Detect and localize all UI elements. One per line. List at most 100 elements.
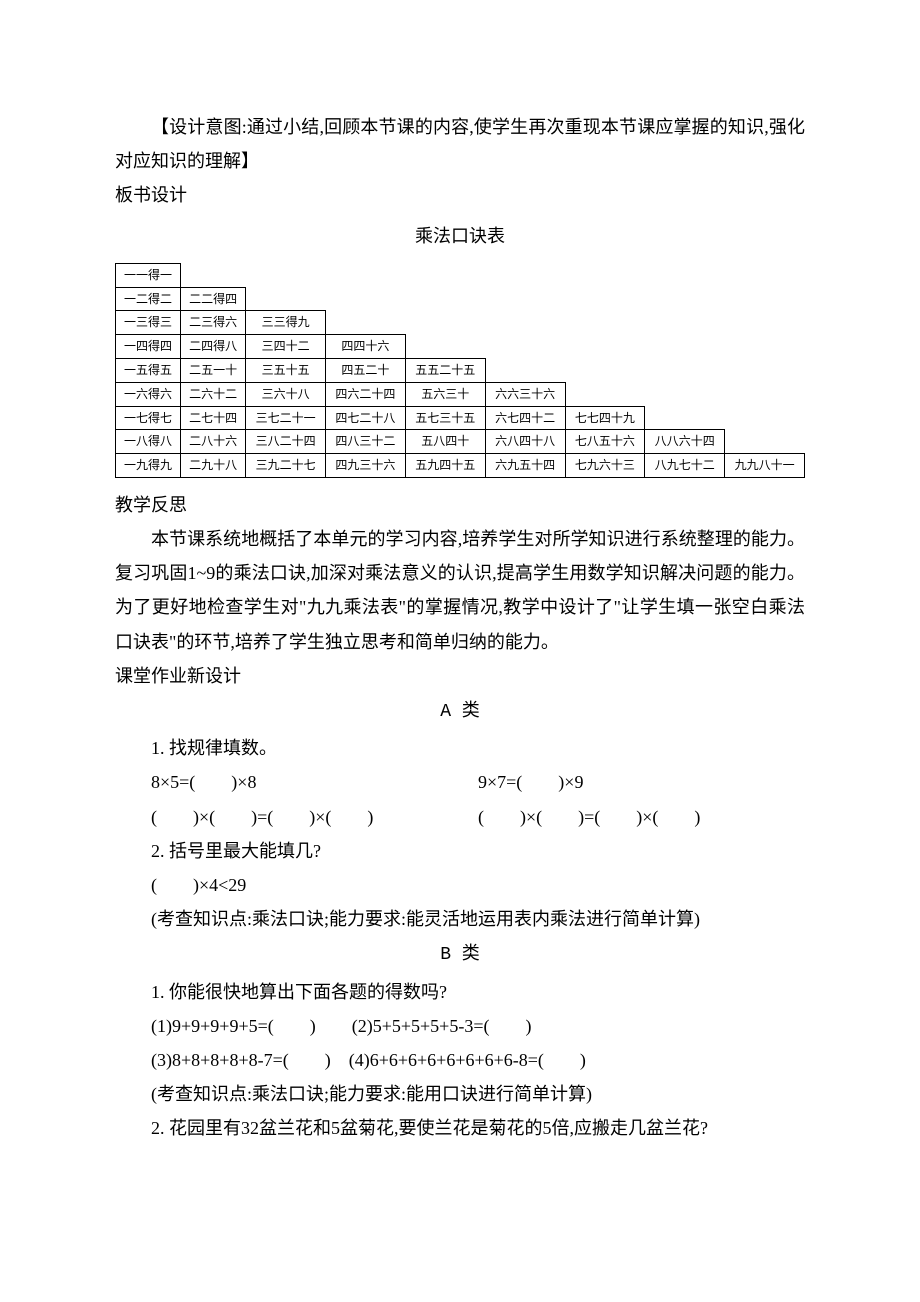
table-cell bbox=[181, 263, 246, 287]
table-cell bbox=[725, 335, 805, 359]
table-cell: 五八四十 bbox=[405, 430, 485, 454]
homework-label: 课堂作业新设计 bbox=[115, 659, 805, 693]
table-cell: 四五二十 bbox=[326, 358, 406, 382]
table-cell bbox=[725, 382, 805, 406]
b2-question: 2. 花园里有32盆兰花和5盆菊花,要使兰花是菊花的5倍,应搬走几盆兰花? bbox=[115, 1111, 805, 1145]
table-cell bbox=[485, 263, 565, 287]
a1-e2b: ( )×( )=( )×( ) bbox=[478, 800, 805, 834]
table-cell: 二九十八 bbox=[181, 454, 246, 478]
table-cell bbox=[725, 430, 805, 454]
mult-table-title: 乘法口诀表 bbox=[115, 219, 805, 253]
table-cell bbox=[326, 311, 406, 335]
table-cell bbox=[725, 358, 805, 382]
a-note: (考查知识点:乘法口诀;能力要求:能灵活地运用表内乘法进行简单计算) bbox=[115, 902, 805, 936]
design-intent-paragraph: 【设计意图:通过小结,回顾本节课的内容,使学生再次重现本节课应掌握的知识,强化对… bbox=[115, 110, 805, 178]
table-cell bbox=[645, 382, 725, 406]
table-cell: 七八五十六 bbox=[565, 430, 645, 454]
a2-question: 2. 括号里最大能填几? bbox=[115, 834, 805, 868]
table-row: 一五得五二五一十三五十五四五二十五五二十五 bbox=[116, 358, 805, 382]
table-cell: 三三得九 bbox=[246, 311, 326, 335]
table-cell bbox=[326, 287, 406, 311]
table-row: 一七得七二七十四三七二十一四七二十八五七三十五六七四十二七七四十九 bbox=[116, 406, 805, 430]
table-cell: 三六十八 bbox=[246, 382, 326, 406]
table-cell: 二三得六 bbox=[181, 311, 246, 335]
table-cell: 四九三十六 bbox=[326, 454, 406, 478]
table-cell bbox=[725, 287, 805, 311]
b1-e2: (3)8+8+8+8+8-7=( ) (4)6+6+6+6+6+6+6+6-8=… bbox=[115, 1043, 805, 1077]
table-cell: 五九四十五 bbox=[405, 454, 485, 478]
a2-expression: ( )×4<29 bbox=[115, 868, 805, 902]
table-cell bbox=[485, 335, 565, 359]
table-cell bbox=[565, 382, 645, 406]
table-cell: 三九二十七 bbox=[246, 454, 326, 478]
table-cell bbox=[246, 287, 326, 311]
table-row: 一一得一 bbox=[116, 263, 805, 287]
category-b-text: B 类 bbox=[440, 945, 480, 965]
table-cell: 一六得六 bbox=[116, 382, 181, 406]
table-cell: 三五十五 bbox=[246, 358, 326, 382]
table-cell: 八九七十二 bbox=[645, 454, 725, 478]
table-row: 一二得二二二得四 bbox=[116, 287, 805, 311]
table-cell: 四八三十二 bbox=[326, 430, 406, 454]
a1-question: 1. 找规律填数。 bbox=[115, 731, 805, 765]
table-cell bbox=[405, 335, 485, 359]
a1-row2: ( )×( )=( )×( ) ( )×( )=( )×( ) bbox=[115, 800, 805, 834]
table-cell: 五七三十五 bbox=[405, 406, 485, 430]
table-cell bbox=[485, 358, 565, 382]
table-cell: 一五得五 bbox=[116, 358, 181, 382]
table-cell: 一九得九 bbox=[116, 454, 181, 478]
a1-e2a: ( )×( )=( )×( ) bbox=[151, 800, 478, 834]
table-cell bbox=[565, 358, 645, 382]
category-a-title: A 类 bbox=[115, 695, 805, 729]
b1-question: 1. 你能很快地算出下面各题的得数吗? bbox=[115, 975, 805, 1009]
table-cell: 二五一十 bbox=[181, 358, 246, 382]
table-cell: 四七二十八 bbox=[326, 406, 406, 430]
category-b-title: B 类 bbox=[115, 938, 805, 972]
table-cell: 三四十二 bbox=[246, 335, 326, 359]
table-cell: 六八四十八 bbox=[485, 430, 565, 454]
table-cell bbox=[645, 358, 725, 382]
table-cell: 七七四十九 bbox=[565, 406, 645, 430]
table-cell bbox=[565, 335, 645, 359]
table-row: 一四得四二四得八三四十二四四十六 bbox=[116, 335, 805, 359]
table-cell bbox=[725, 406, 805, 430]
a1-e1b: 9×7=( )×9 bbox=[478, 765, 805, 799]
table-cell: 二二得四 bbox=[181, 287, 246, 311]
table-cell bbox=[645, 311, 725, 335]
table-cell: 五六三十 bbox=[405, 382, 485, 406]
table-row: 一九得九二九十八三九二十七四九三十六五九四十五六九五十四七九六十三八九七十二九九… bbox=[116, 454, 805, 478]
b1-e1: (1)9+9+9+9+5=( ) (2)5+5+5+5+5-3=( ) bbox=[115, 1009, 805, 1043]
table-cell: 四四十六 bbox=[326, 335, 406, 359]
table-cell bbox=[246, 263, 326, 287]
table-cell bbox=[565, 263, 645, 287]
table-cell: 三八二十四 bbox=[246, 430, 326, 454]
table-cell: 九九八十一 bbox=[725, 454, 805, 478]
table-cell: 七九六十三 bbox=[565, 454, 645, 478]
reflection-label: 教学反思 bbox=[115, 488, 805, 522]
table-cell: 一八得八 bbox=[116, 430, 181, 454]
table-cell bbox=[645, 263, 725, 287]
table-row: 一三得三二三得六三三得九 bbox=[116, 311, 805, 335]
table-cell bbox=[565, 287, 645, 311]
multiplication-table-wrap: 一一得一一二得二二二得四一三得三二三得六三三得九一四得四二四得八三四十二四四十六… bbox=[115, 263, 805, 478]
a1-row1: 8×5=( )×8 9×7=( )×9 bbox=[115, 765, 805, 799]
b-note: (考查知识点:乘法口诀;能力要求:能用口诀进行简单计算) bbox=[115, 1077, 805, 1111]
table-cell: 四六二十四 bbox=[326, 382, 406, 406]
table-cell: 六九五十四 bbox=[485, 454, 565, 478]
table-cell bbox=[645, 335, 725, 359]
table-cell bbox=[326, 263, 406, 287]
table-cell bbox=[565, 311, 645, 335]
table-cell: 五五二十五 bbox=[405, 358, 485, 382]
table-cell bbox=[485, 311, 565, 335]
table-cell bbox=[725, 311, 805, 335]
a1-e1a: 8×5=( )×8 bbox=[151, 765, 478, 799]
table-cell bbox=[725, 263, 805, 287]
table-cell: 一三得三 bbox=[116, 311, 181, 335]
table-cell: 六七四十二 bbox=[485, 406, 565, 430]
table-cell: 一二得二 bbox=[116, 287, 181, 311]
table-cell bbox=[405, 263, 485, 287]
multiplication-table: 一一得一一二得二二二得四一三得三二三得六三三得九一四得四二四得八三四十二四四十六… bbox=[115, 263, 805, 478]
table-cell: 六六三十六 bbox=[485, 382, 565, 406]
table-cell bbox=[645, 406, 725, 430]
table-cell: 二七十四 bbox=[181, 406, 246, 430]
